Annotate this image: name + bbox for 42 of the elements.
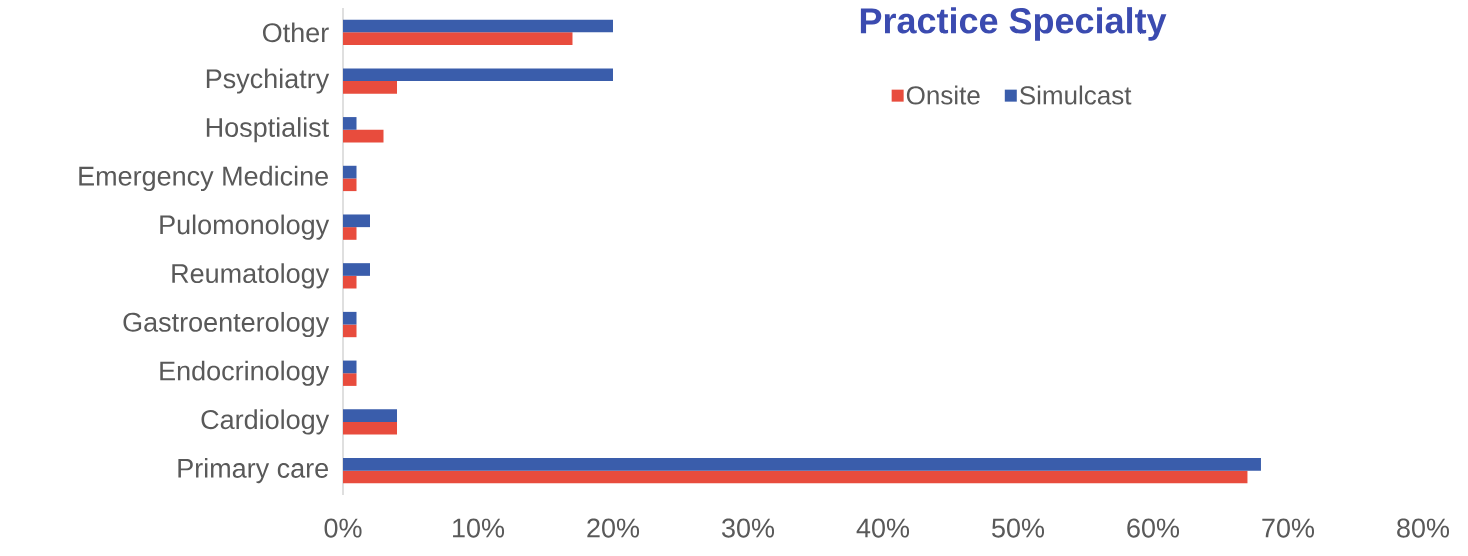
bar xyxy=(343,360,357,374)
bar xyxy=(343,409,397,422)
bar xyxy=(343,117,357,130)
bar xyxy=(343,32,573,45)
bar xyxy=(343,324,357,338)
y-tick-label: Primary care xyxy=(178,458,328,484)
bar xyxy=(343,373,357,386)
bar xyxy=(343,470,1248,484)
x-tick-label: 70% xyxy=(1262,518,1315,538)
x-tick-label: 50% xyxy=(992,518,1045,538)
bar xyxy=(343,311,357,325)
legend-label: Simulcast xyxy=(1019,85,1132,105)
bar xyxy=(343,19,613,33)
y-tick-label: Gastroenterology xyxy=(123,311,330,338)
bar xyxy=(343,227,357,240)
x-tick-label: 0% xyxy=(324,518,362,538)
y-tick-label: Emergency Medicine xyxy=(79,165,328,192)
bar xyxy=(343,165,357,179)
bar xyxy=(343,457,1261,471)
y-tick-label: Other xyxy=(262,22,329,43)
y-tick-label: Hosptialist xyxy=(206,117,329,143)
y-tick-label: Cardiology xyxy=(201,409,330,435)
x-tick-label: 20% xyxy=(587,518,640,538)
y-tick-label: Reumatology xyxy=(172,263,330,289)
y-tick-label: Pulomonology xyxy=(160,214,330,240)
x-tick-label: 10% xyxy=(453,518,505,538)
y-tick-label: Psychiatry xyxy=(206,68,330,94)
bar xyxy=(343,81,397,94)
legend-label: Onsite xyxy=(906,85,980,105)
y-tick-label: Endocrinology xyxy=(160,360,330,386)
bar xyxy=(343,68,613,82)
x-tick-label: 60% xyxy=(1127,518,1180,538)
chart-title: Practice Specialty xyxy=(860,7,1167,41)
bar xyxy=(343,275,357,289)
x-tick-label: 80% xyxy=(1397,518,1450,538)
bar xyxy=(343,421,397,435)
bar xyxy=(343,178,357,192)
bar xyxy=(343,129,384,143)
bar xyxy=(343,263,371,276)
x-tick-label: 40% xyxy=(856,518,910,538)
bar xyxy=(343,214,371,228)
x-tick-label: 30% xyxy=(722,518,775,538)
